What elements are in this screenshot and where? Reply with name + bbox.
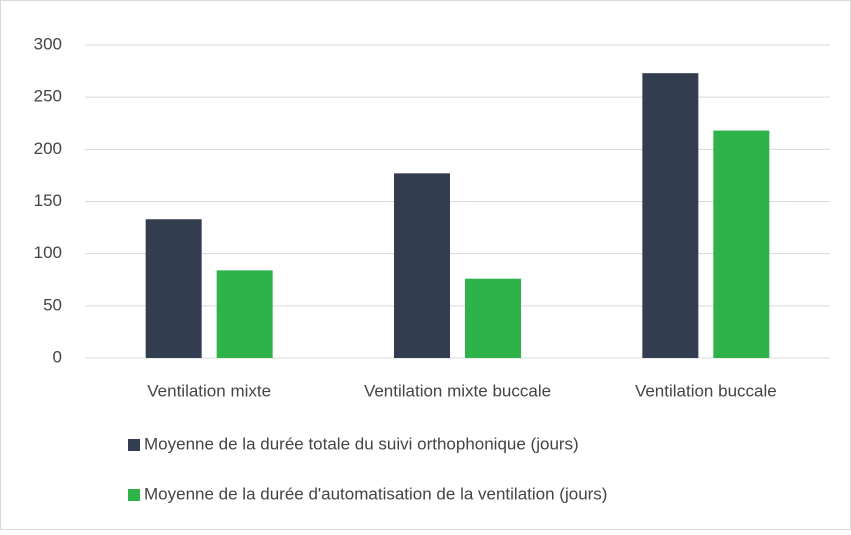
- bar: [216, 270, 273, 358]
- x-tick-label: Ventilation mixte buccale: [364, 381, 551, 400]
- y-tick-label: 100: [34, 243, 62, 262]
- y-tick-label: 150: [34, 191, 62, 210]
- bar: [465, 278, 521, 358]
- legend-label: Moyenne de la durée d'automatisation de …: [144, 484, 607, 503]
- bar: [145, 219, 202, 358]
- y-tick-label: 50: [43, 295, 62, 314]
- legend-label: Moyenne de la durée totale du suivi orth…: [144, 434, 579, 453]
- x-tick-label: Ventilation buccale: [635, 381, 777, 400]
- bar: [713, 130, 770, 358]
- y-tick-label: 200: [34, 139, 62, 158]
- bar: [642, 73, 699, 359]
- legend-swatch: [128, 489, 140, 501]
- legend-swatch: [128, 439, 140, 451]
- bar: [394, 173, 450, 358]
- y-tick-label: 300: [34, 34, 62, 53]
- y-tick-label: 250: [34, 87, 62, 106]
- y-tick-label: 0: [53, 347, 62, 366]
- x-tick-label: Ventilation mixte: [147, 381, 271, 400]
